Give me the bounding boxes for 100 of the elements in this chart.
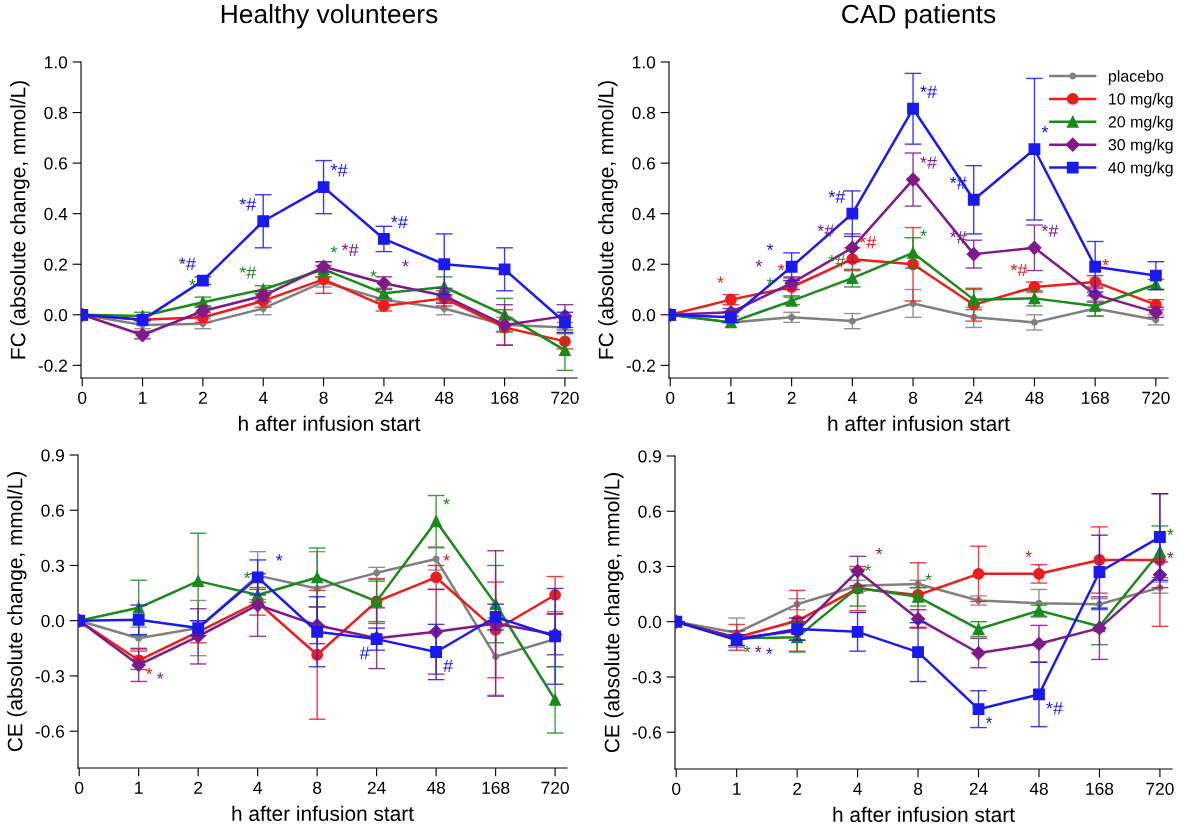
data-label: * bbox=[925, 573, 932, 581]
x-tick-label: 168 bbox=[482, 781, 510, 794]
x-tick-label: 720 bbox=[1146, 782, 1174, 795]
y-tick-label: 0.0 bbox=[638, 615, 662, 629]
y-axis-title: FC (absolute change, mmol/L) bbox=[598, 81, 618, 359]
y-tick-label: 0.6 bbox=[44, 157, 68, 170]
legend-label: 40 mg/kg bbox=[1108, 161, 1173, 177]
x-tick-label: 720 bbox=[541, 781, 569, 794]
data-label: * bbox=[1041, 126, 1049, 133]
data-label: * bbox=[717, 276, 724, 283]
x-tick-label: 168 bbox=[491, 391, 519, 404]
y-tick-label: 1.0 bbox=[45, 56, 68, 69]
data-label: * bbox=[766, 243, 774, 250]
data-label: # bbox=[443, 659, 454, 673]
y-tick-label: 0.0 bbox=[632, 308, 656, 322]
x-tick-label: 24 bbox=[375, 391, 394, 404]
data-label: * bbox=[920, 229, 927, 237]
data-label: * bbox=[243, 571, 251, 579]
y-tick-label: -0.2 bbox=[38, 359, 67, 372]
data-label: * bbox=[443, 498, 450, 505]
data-label: *# bbox=[1010, 263, 1028, 277]
data-label: * bbox=[276, 554, 283, 561]
data-label: * bbox=[766, 277, 774, 285]
x-tick-label: 720 bbox=[1142, 391, 1170, 404]
x-tick-label: 48 bbox=[434, 391, 454, 404]
data-label: *# bbox=[817, 224, 835, 238]
data-label: * bbox=[443, 554, 450, 561]
data-label: * bbox=[777, 263, 785, 271]
y-axis-title: CE (absolute change, mmol/L) bbox=[7, 472, 27, 752]
x-tick-label: 24 bbox=[964, 391, 983, 404]
data-label: *# bbox=[859, 236, 877, 249]
data-label: * bbox=[1025, 550, 1032, 558]
x-tick-label: 24 bbox=[367, 781, 386, 794]
data-label: * bbox=[145, 667, 153, 675]
y-axis-title: FC (absolute change, mmol/L) bbox=[10, 81, 30, 359]
data-label: *# bbox=[239, 266, 257, 279]
x-axis-title: h after infusion start bbox=[833, 806, 1015, 823]
y-tick-label: 0.9 bbox=[41, 449, 64, 462]
x-tick-label: 4 bbox=[253, 781, 262, 794]
legend-label: 30 mg/kg bbox=[1108, 138, 1173, 154]
y-tick-label: 0.6 bbox=[638, 505, 662, 518]
data-label: *# bbox=[828, 190, 846, 203]
x-tick-label: 0 bbox=[78, 391, 87, 404]
legend-label: 20 mg/kg bbox=[1108, 115, 1173, 131]
y-tick-label: -0.6 bbox=[35, 725, 65, 738]
data-label: * bbox=[1167, 528, 1174, 535]
y-tick-label: 1.0 bbox=[633, 56, 656, 69]
data-label: *# bbox=[179, 257, 196, 270]
y-tick-label: 0.6 bbox=[41, 504, 65, 517]
y-tick-label: -0.2 bbox=[626, 359, 655, 372]
y-tick-label: -0.6 bbox=[632, 726, 662, 739]
data-label: * bbox=[766, 647, 773, 655]
y-tick-label: 0.8 bbox=[632, 106, 656, 120]
data-label: * bbox=[370, 270, 377, 277]
data-label: * bbox=[743, 645, 751, 653]
y-tick-label: 0.9 bbox=[638, 450, 661, 463]
data-label: * bbox=[755, 260, 763, 267]
legend-label: 10 mg/kg bbox=[1109, 92, 1173, 108]
y-tick-label: 0.2 bbox=[632, 258, 655, 271]
data-label: * bbox=[157, 672, 164, 679]
data-label: * bbox=[330, 246, 338, 253]
x-tick-label: 2 bbox=[793, 782, 802, 795]
data-label: * bbox=[402, 260, 409, 267]
data-label: *# bbox=[391, 215, 408, 229]
chart-title: Healthy volunteers bbox=[221, 3, 438, 29]
y-tick-label: 0.2 bbox=[44, 258, 67, 271]
x-tick-label: 4 bbox=[258, 391, 268, 404]
data-label: *# bbox=[239, 198, 257, 211]
y-tick-label: 0.4 bbox=[44, 207, 68, 221]
data-label: *# bbox=[920, 85, 937, 99]
x-tick-label: 2 bbox=[787, 391, 796, 404]
data-label: * bbox=[1167, 551, 1174, 558]
x-axis-title: h after infusion start bbox=[232, 805, 414, 822]
x-tick-label: 1 bbox=[139, 391, 147, 404]
x-tick-label: 168 bbox=[1086, 782, 1114, 795]
data-label: * bbox=[864, 564, 872, 571]
x-tick-label: 168 bbox=[1082, 391, 1109, 404]
data-label: *# bbox=[341, 243, 359, 257]
x-tick-label: 4 bbox=[847, 391, 857, 404]
x-tick-label: 48 bbox=[1029, 782, 1048, 795]
x-tick-label: 8 bbox=[313, 781, 322, 794]
data-label: *# bbox=[1041, 224, 1059, 238]
chart-title: CAD patients bbox=[842, 3, 996, 29]
x-tick-label: 0 bbox=[75, 781, 84, 794]
y-axis-title: CE (absolute change, mmol/L) bbox=[604, 473, 624, 753]
x-tick-label: 8 bbox=[913, 782, 923, 795]
data-label: # bbox=[359, 646, 370, 660]
x-tick-label: 48 bbox=[1025, 391, 1044, 404]
x-tick-label: 720 bbox=[551, 391, 579, 404]
x-tick-label: 2 bbox=[198, 391, 207, 404]
x-axis-title: h after infusion start bbox=[238, 415, 421, 432]
data-label: *# bbox=[330, 164, 348, 177]
y-tick-label: -0.3 bbox=[35, 670, 65, 683]
y-tick-label: 0.0 bbox=[41, 614, 65, 628]
y-tick-label: 0.3 bbox=[41, 559, 65, 572]
x-tick-label: 2 bbox=[194, 781, 203, 794]
y-tick-label: 0.6 bbox=[632, 157, 656, 170]
x-tick-label: 0 bbox=[666, 391, 675, 404]
x-tick-label: 8 bbox=[319, 391, 328, 404]
data-label: * bbox=[875, 547, 883, 555]
